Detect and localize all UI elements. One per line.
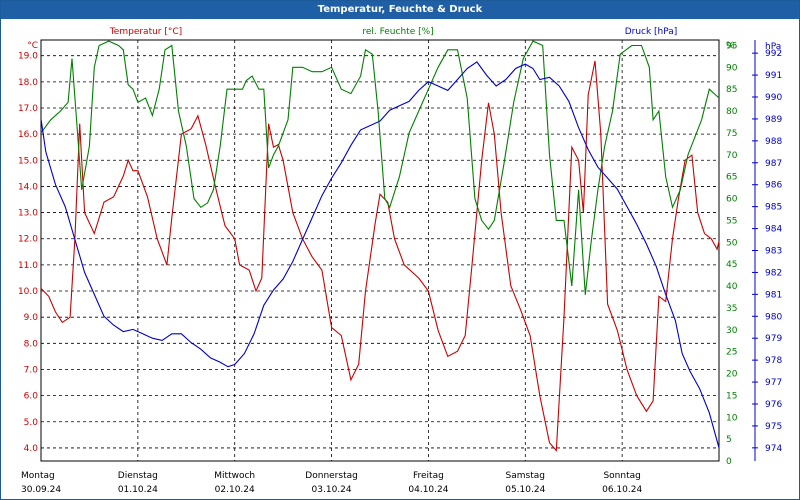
pressure-tick-label: 985 bbox=[765, 203, 782, 213]
temperature-tick-label: 4.0 bbox=[24, 444, 39, 454]
pressure-tick-label: 979 bbox=[765, 334, 782, 344]
temperature-tick-label: 18.0 bbox=[18, 78, 38, 88]
day-label-date: 04.10.24 bbox=[408, 485, 448, 495]
series-layer bbox=[40, 40, 720, 452]
pressure-unit-label: hPa bbox=[765, 42, 781, 52]
humidity-tick-label: 60 bbox=[726, 195, 738, 205]
pressure-tick-label: 987 bbox=[765, 159, 782, 169]
humidity-unit-label: % bbox=[726, 41, 735, 51]
pressure-tick-label: 990 bbox=[765, 93, 782, 103]
temperature-unit-label: °C bbox=[27, 41, 38, 51]
pressure-tick-label: 992 bbox=[765, 49, 782, 59]
humidity-tick-label: 50 bbox=[726, 238, 738, 248]
day-label-date: 30.09.24 bbox=[21, 485, 61, 495]
day-label-weekday: Donnerstag bbox=[305, 471, 358, 481]
temperature-tick-label: 7.0 bbox=[24, 365, 39, 375]
temperature-tick-label: 17.0 bbox=[18, 104, 38, 114]
humidity-tick-label: 5 bbox=[726, 435, 732, 445]
temperature-tick-label: 16.0 bbox=[18, 130, 38, 140]
humidity-tick-label: 95 bbox=[726, 41, 737, 51]
temperature-tick-label: 14.0 bbox=[18, 182, 38, 192]
day-label-weekday: Freitag bbox=[413, 471, 444, 481]
pressure-tick-label: 977 bbox=[765, 378, 782, 388]
pressure-axis-title: Druck [hPa] bbox=[625, 27, 678, 37]
humidity-tick-label: 80 bbox=[726, 107, 738, 117]
temperature-tick-label: 5.0 bbox=[24, 418, 39, 428]
pressure-tick-label: 975 bbox=[765, 422, 782, 432]
temperature-tick-label: 9.0 bbox=[24, 313, 39, 323]
day-label-weekday: Montag bbox=[21, 471, 55, 481]
humidity-axis-title: rel. Feuchte [%] bbox=[362, 27, 433, 37]
humidity-tick-label: 65 bbox=[726, 173, 737, 183]
pressure-tick-label: 982 bbox=[765, 268, 782, 278]
humidity-tick-label: 20 bbox=[726, 370, 738, 380]
humidity-tick-label: 70 bbox=[726, 151, 738, 161]
axes-layer: 4.0 5.0 6.0 7.0 8.0 9.0 10.0 11.0 12.0 13.0 14.0 15… bbox=[18, 27, 782, 495]
chart-canvas: 4.0 5.0 6.0 7.0 8.0 9.0 10.0 11.0 12.0 13.0 14.0 15… bbox=[18, 27, 782, 495]
chart-title: Temperatur, Feuchte & Druck bbox=[1, 1, 799, 19]
humidity-tick-label: 75 bbox=[726, 129, 737, 139]
temperature-tick-label: 11.0 bbox=[18, 261, 38, 271]
pressure-tick-label: 991 bbox=[765, 71, 782, 81]
day-label-weekday: Samstag bbox=[506, 471, 545, 481]
pressure-tick-label: 978 bbox=[765, 356, 782, 366]
humidity-tick-label: 35 bbox=[726, 304, 737, 314]
temperature-tick-label: 10.0 bbox=[18, 287, 38, 297]
humidity-tick-label: 85 bbox=[726, 85, 737, 95]
pressure-tick-label: 974 bbox=[765, 444, 782, 454]
humidity-tick-label: 45 bbox=[726, 260, 737, 270]
temperature-tick-label: 8.0 bbox=[24, 339, 39, 349]
temperature-axis-title: Temperatur [°C] bbox=[109, 27, 182, 37]
humidity-tick-label: 90 bbox=[726, 63, 738, 73]
day-label-date: 01.10.24 bbox=[118, 485, 158, 495]
pressure-tick-label: 989 bbox=[765, 115, 782, 125]
day-label-date: 03.10.24 bbox=[312, 485, 352, 495]
day-label-weekday: Dienstag bbox=[118, 471, 158, 481]
day-label-weekday: Sonntag bbox=[603, 471, 640, 481]
humidity-tick-label: 55 bbox=[726, 216, 737, 226]
plot-frame bbox=[40, 39, 720, 462]
pressure-tick-label: 986 bbox=[765, 181, 782, 191]
series-line-humidity bbox=[40, 40, 720, 295]
temperature-tick-label: 13.0 bbox=[18, 209, 38, 219]
day-label-date: 02.10.24 bbox=[215, 485, 255, 495]
temperature-tick-label: 6.0 bbox=[24, 392, 39, 402]
day-label-weekday: Mittwoch bbox=[214, 471, 255, 481]
humidity-tick-label: 25 bbox=[726, 348, 737, 358]
humidity-tick-label: 15 bbox=[726, 391, 737, 401]
humidity-tick-label: 40 bbox=[726, 282, 738, 292]
pressure-tick-label: 983 bbox=[765, 247, 782, 257]
pressure-tick-label: 988 bbox=[765, 137, 782, 147]
temperature-tick-label: 15.0 bbox=[18, 156, 38, 166]
pressure-tick-label: 980 bbox=[765, 312, 782, 322]
humidity-tick-label: 30 bbox=[726, 326, 738, 336]
day-label-date: 06.10.24 bbox=[602, 485, 642, 495]
series-line-pressure bbox=[40, 61, 720, 448]
humidity-tick-label: 10 bbox=[726, 413, 738, 423]
pressure-tick-label: 976 bbox=[765, 400, 782, 410]
temperature-tick-label: 19.0 bbox=[18, 52, 38, 62]
pressure-tick-label: 981 bbox=[765, 290, 782, 300]
day-label-date: 05.10.24 bbox=[505, 485, 545, 495]
humidity-tick-label: 0 bbox=[726, 457, 732, 467]
pressure-tick-label: 984 bbox=[765, 225, 782, 235]
temperature-tick-label: 12.0 bbox=[18, 235, 38, 245]
grid bbox=[40, 39, 720, 462]
series-line-temperature bbox=[40, 60, 720, 452]
